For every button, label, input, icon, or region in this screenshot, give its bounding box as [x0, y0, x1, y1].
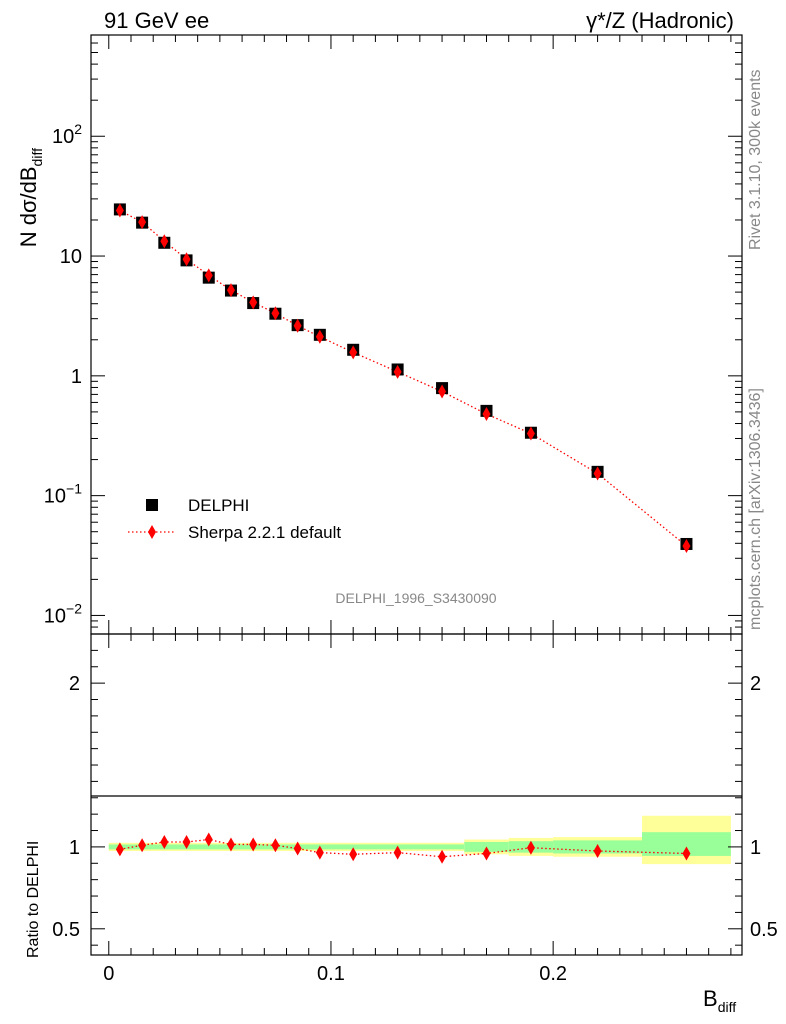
ratio-y-tick-label: 0.5	[52, 919, 80, 941]
main-panel: 10−2 10−1 1 10 102	[44, 34, 743, 635]
legend-label-delphi: DELPHI	[188, 496, 249, 515]
x-tick-label: 0	[103, 963, 114, 985]
ratio-y-ticks: 0.5 0.5 1 1 2 2	[52, 649, 778, 946]
main-y-axis-label: N dσ/dBdiff	[16, 148, 45, 247]
sherpa-ratio-point	[160, 834, 169, 849]
ratio-y-tick-label: 2	[69, 673, 80, 695]
ratio-y-tick-label: 1	[69, 837, 80, 859]
sherpa-point	[293, 318, 302, 333]
main-y-tick-label: 10	[60, 246, 82, 268]
sherpa-point	[315, 329, 324, 344]
legend-marker-sherpa	[148, 525, 156, 539]
header-left: 91 GeV ee	[104, 8, 209, 33]
main-y-ticks: 10−2 10−1 1 10 102	[44, 34, 742, 635]
rivet-version-label: Rivet 3.1.10, 300k events	[747, 69, 764, 250]
legend-label-sherpa: Sherpa 2.2.1 default	[188, 523, 341, 542]
sherpa-ratio-point	[138, 838, 147, 853]
sherpa-ratio-point	[249, 837, 258, 852]
sherpa-ratio-point	[682, 846, 691, 861]
sherpa-point	[226, 283, 235, 298]
analysis-id-label: DELPHI_1996_S3430090	[335, 590, 496, 606]
sherpa-ratio-point	[482, 846, 491, 861]
sherpa-point	[482, 407, 491, 422]
sherpa-point	[526, 426, 535, 441]
sherpa-point	[138, 215, 147, 230]
sherpa-point	[271, 306, 280, 321]
sherpa-ratio-point	[438, 849, 447, 864]
ratio-x-ticks: 0 0.1 0.2	[103, 634, 732, 985]
sherpa-point	[593, 466, 602, 481]
sherpa-ratio-point	[349, 847, 358, 862]
sherpa-ratio-point	[393, 845, 402, 860]
ratio-plot-area	[115, 832, 691, 864]
main-x-ticks	[108, 35, 732, 634]
sherpa-ratio-point	[115, 842, 124, 857]
sherpa-point	[115, 203, 124, 218]
sherpa-point	[349, 345, 358, 360]
sherpa-ratio-point	[526, 840, 535, 855]
sherpa-ratio-point	[271, 838, 280, 853]
ratio-uncertainty-bands	[108, 815, 731, 865]
ratio-y-tick-label-right: 0.5	[750, 919, 778, 941]
ratio-y-tick-label-right: 1	[750, 837, 761, 859]
main-y-tick-label: 1	[71, 366, 82, 388]
sherpa-point	[204, 268, 213, 283]
sherpa-point	[393, 364, 402, 379]
sherpa-point	[682, 538, 691, 553]
sherpa-point	[160, 234, 169, 249]
ratio-frame	[90, 633, 743, 956]
sherpa-point	[249, 295, 258, 310]
ratio-y-tick-label-right: 2	[750, 673, 761, 695]
x-tick-label: 0.2	[539, 963, 567, 985]
legend-marker-delphi	[146, 499, 158, 511]
sherpa-ratio-point	[204, 832, 213, 847]
sherpa-ratio-point	[182, 834, 191, 849]
main-y-tick-label: 10−1	[44, 481, 82, 508]
sherpa-point	[438, 384, 447, 399]
main-y-tick-label: 10−2	[44, 600, 82, 627]
ratio-band-inner	[642, 832, 731, 856]
main-plot-area	[113, 203, 693, 553]
header-right: γ*/Z (Hadronic)	[586, 8, 734, 33]
main-y-tick-label: 102	[52, 121, 82, 148]
sherpa-ratio-point	[593, 844, 602, 859]
main-frame	[90, 34, 743, 635]
mcplots-label: mcplots.cern.ch [arXiv:1306.3436]	[747, 388, 764, 630]
x-tick-label: 0.1	[317, 963, 345, 985]
ratio-y-axis-label: Ratio to DELPHI	[25, 841, 42, 958]
sherpa-point	[182, 252, 191, 267]
sherpa-ratio-point	[293, 841, 302, 856]
sherpa-ratio-point	[315, 845, 324, 860]
sherpa-ratio-point	[226, 837, 235, 852]
ratio-panel: 0.5 0.5 1 1 2 2 0 0.1 0.2	[52, 633, 778, 985]
legend: DELPHI Sherpa 2.2.1 default	[128, 496, 341, 542]
x-axis-label: Bdiff	[703, 986, 736, 1015]
